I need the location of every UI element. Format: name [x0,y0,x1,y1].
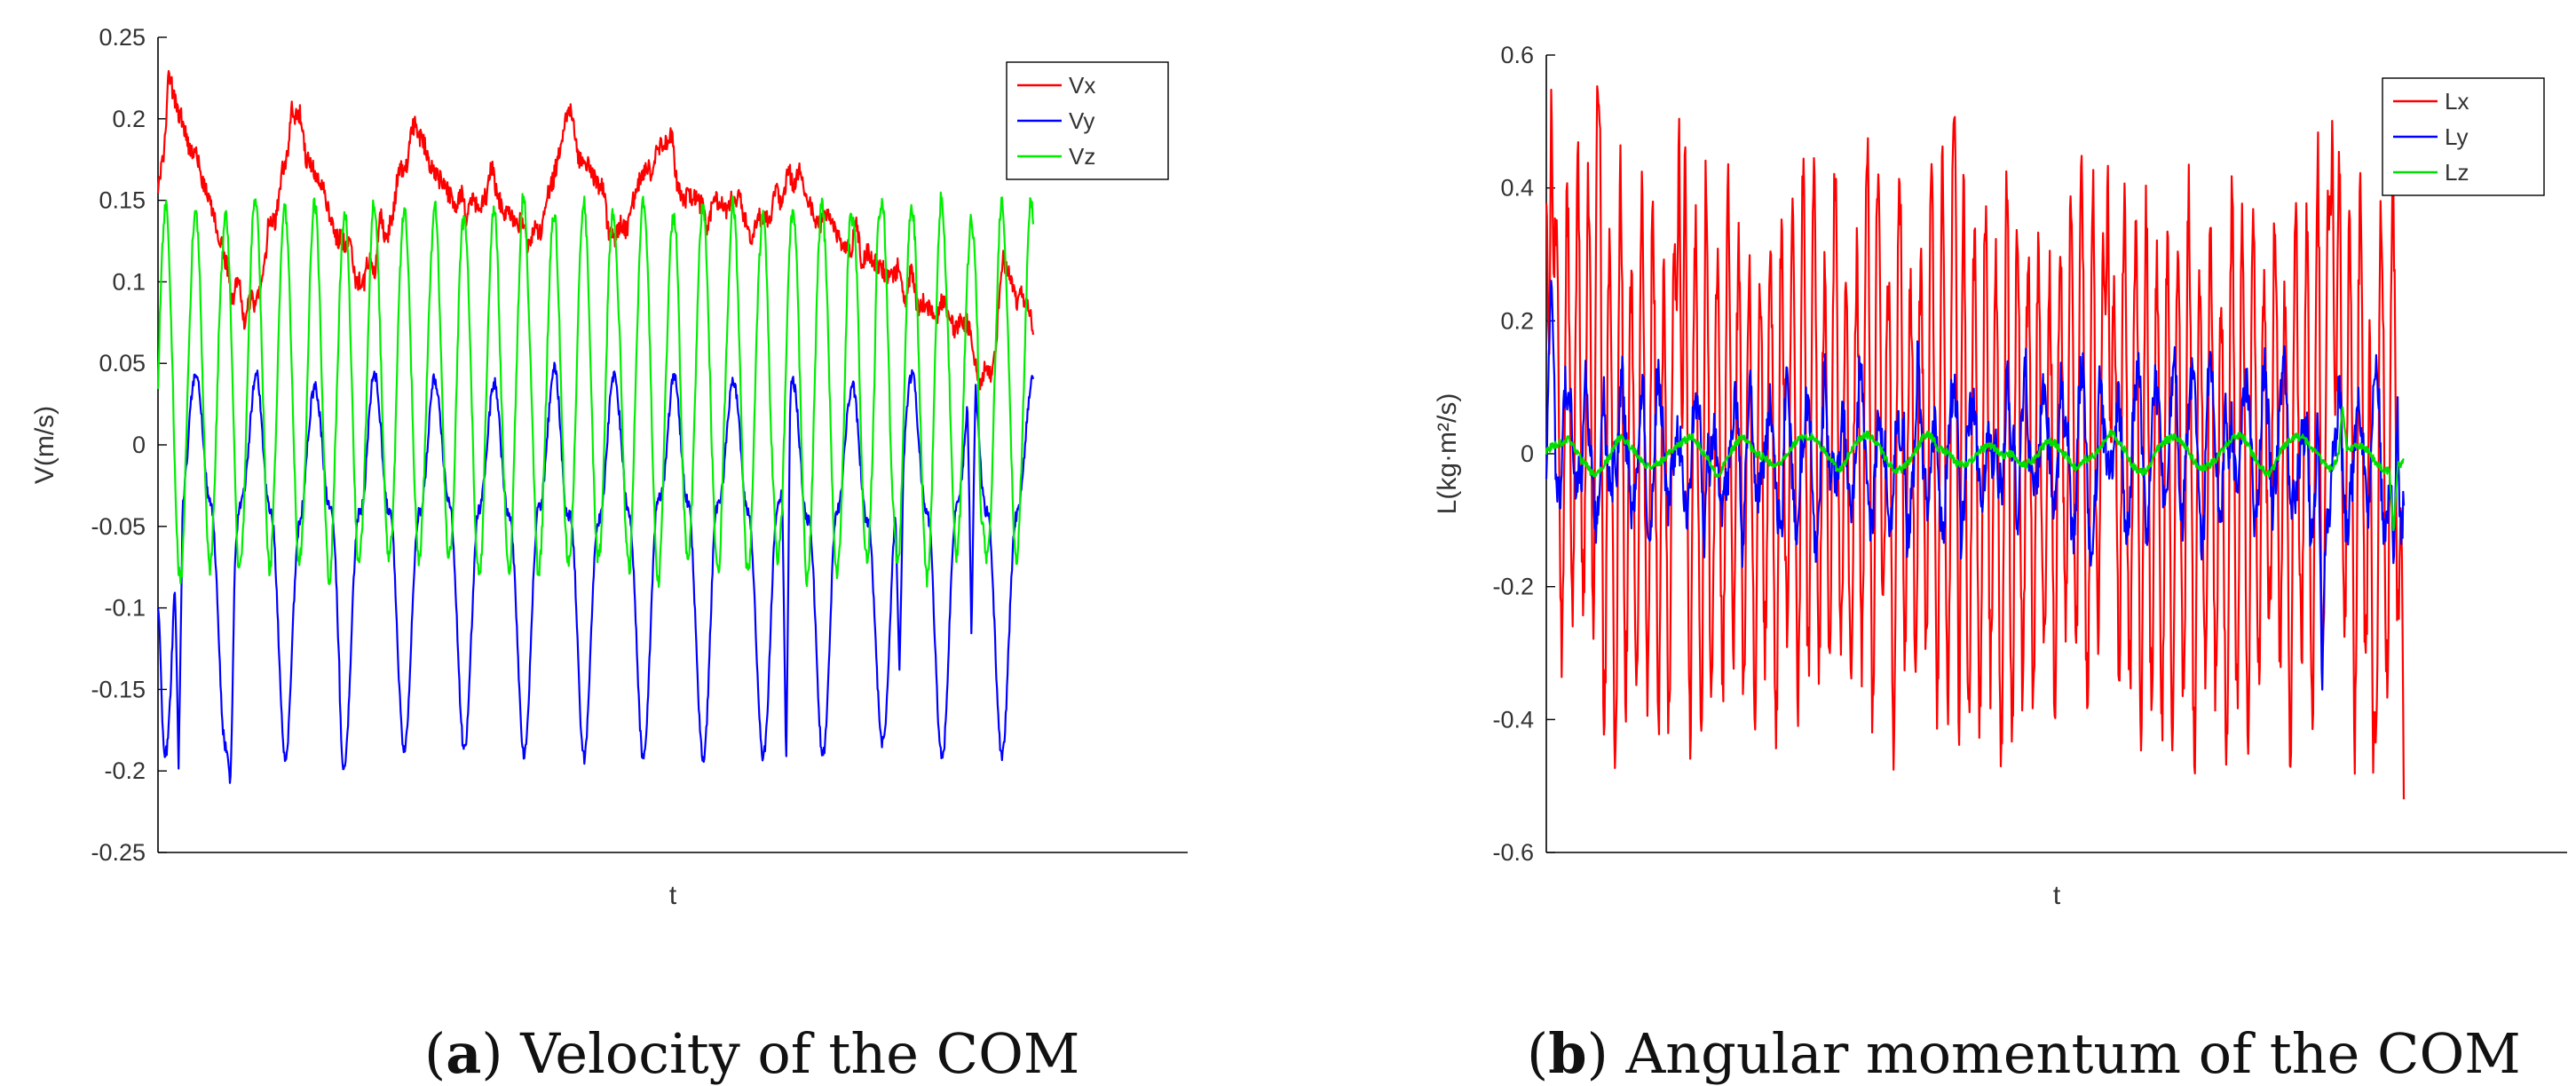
legend-label-lx: Lx [2445,88,2469,115]
legend-label-lz: Lz [2445,159,2469,186]
angular-momentum-chart: 0.6 0.4 0.2 0 -0.2 -0.4 -0.6 t L(kg·m²/s) Lx Ly Lz [1433,42,2567,910]
y-tick-label: 0.2 [112,106,146,132]
series-line-vz [156,191,1035,589]
y-tick-label: -0.2 [1492,574,1534,600]
legend-label-vx: Vx [1069,72,1095,99]
legend-label-vy: Vy [1069,107,1094,134]
series-line-lx [1545,85,2406,800]
legend: Vx Vy Vz [1006,61,1169,180]
velocity-chart: 0.25 0.2 0.15 0.1 0.05 0 -0.05 -0.1 -0.15 -0.2 -0.… [30,24,1188,910]
y-tick-label: -0.4 [1492,706,1534,733]
series-line-lz [1545,406,2405,532]
legend-label-vz: Vz [1069,143,1095,170]
y-tick-label: 0 [1521,440,1534,467]
y-axis-label: V(m/s) [30,406,59,484]
y-tick-label: -0.25 [91,839,146,866]
caption-a: (a) Velocity of the COM [424,1021,1080,1086]
y-axis-label: L(kg·m²/s) [1433,393,1462,515]
y-tick-label: 0.4 [1500,175,1534,202]
y-tick-label: 0.2 [1500,307,1534,334]
series-line-vx [156,69,1035,391]
series-line-ly [1545,280,2406,691]
series-line-vy [156,361,1035,784]
y-tick-label: 0.1 [112,268,146,295]
x-axis-label: t [2053,881,2061,910]
y-tick-label: 0 [132,432,146,458]
caption-a-text: Velocity of the COM [520,1021,1080,1086]
caption-b-text: Angular momentum of the COM [1625,1021,2521,1086]
y-tick-label: -0.15 [91,676,146,702]
y-tick-label: 0.05 [99,350,146,377]
caption-b-label: b [1548,1021,1587,1086]
y-tick-label: 0.25 [99,24,146,51]
x-axis-label: t [669,881,677,910]
caption-a-label: a [446,1021,482,1086]
y-tick-label: 0.6 [1500,42,1534,68]
legend: Lx Ly Lz [2382,77,2545,196]
y-tick-label: -0.2 [104,757,146,784]
legend-label-ly: Ly [2445,123,2469,150]
y-tick-label: 0.15 [99,187,146,214]
y-tick-label: -0.6 [1492,839,1534,866]
y-tick-label: -0.05 [91,513,146,540]
y-tick-label: -0.1 [104,595,146,622]
caption-b: (b) Angular momentum of the COM [1527,1021,2521,1086]
